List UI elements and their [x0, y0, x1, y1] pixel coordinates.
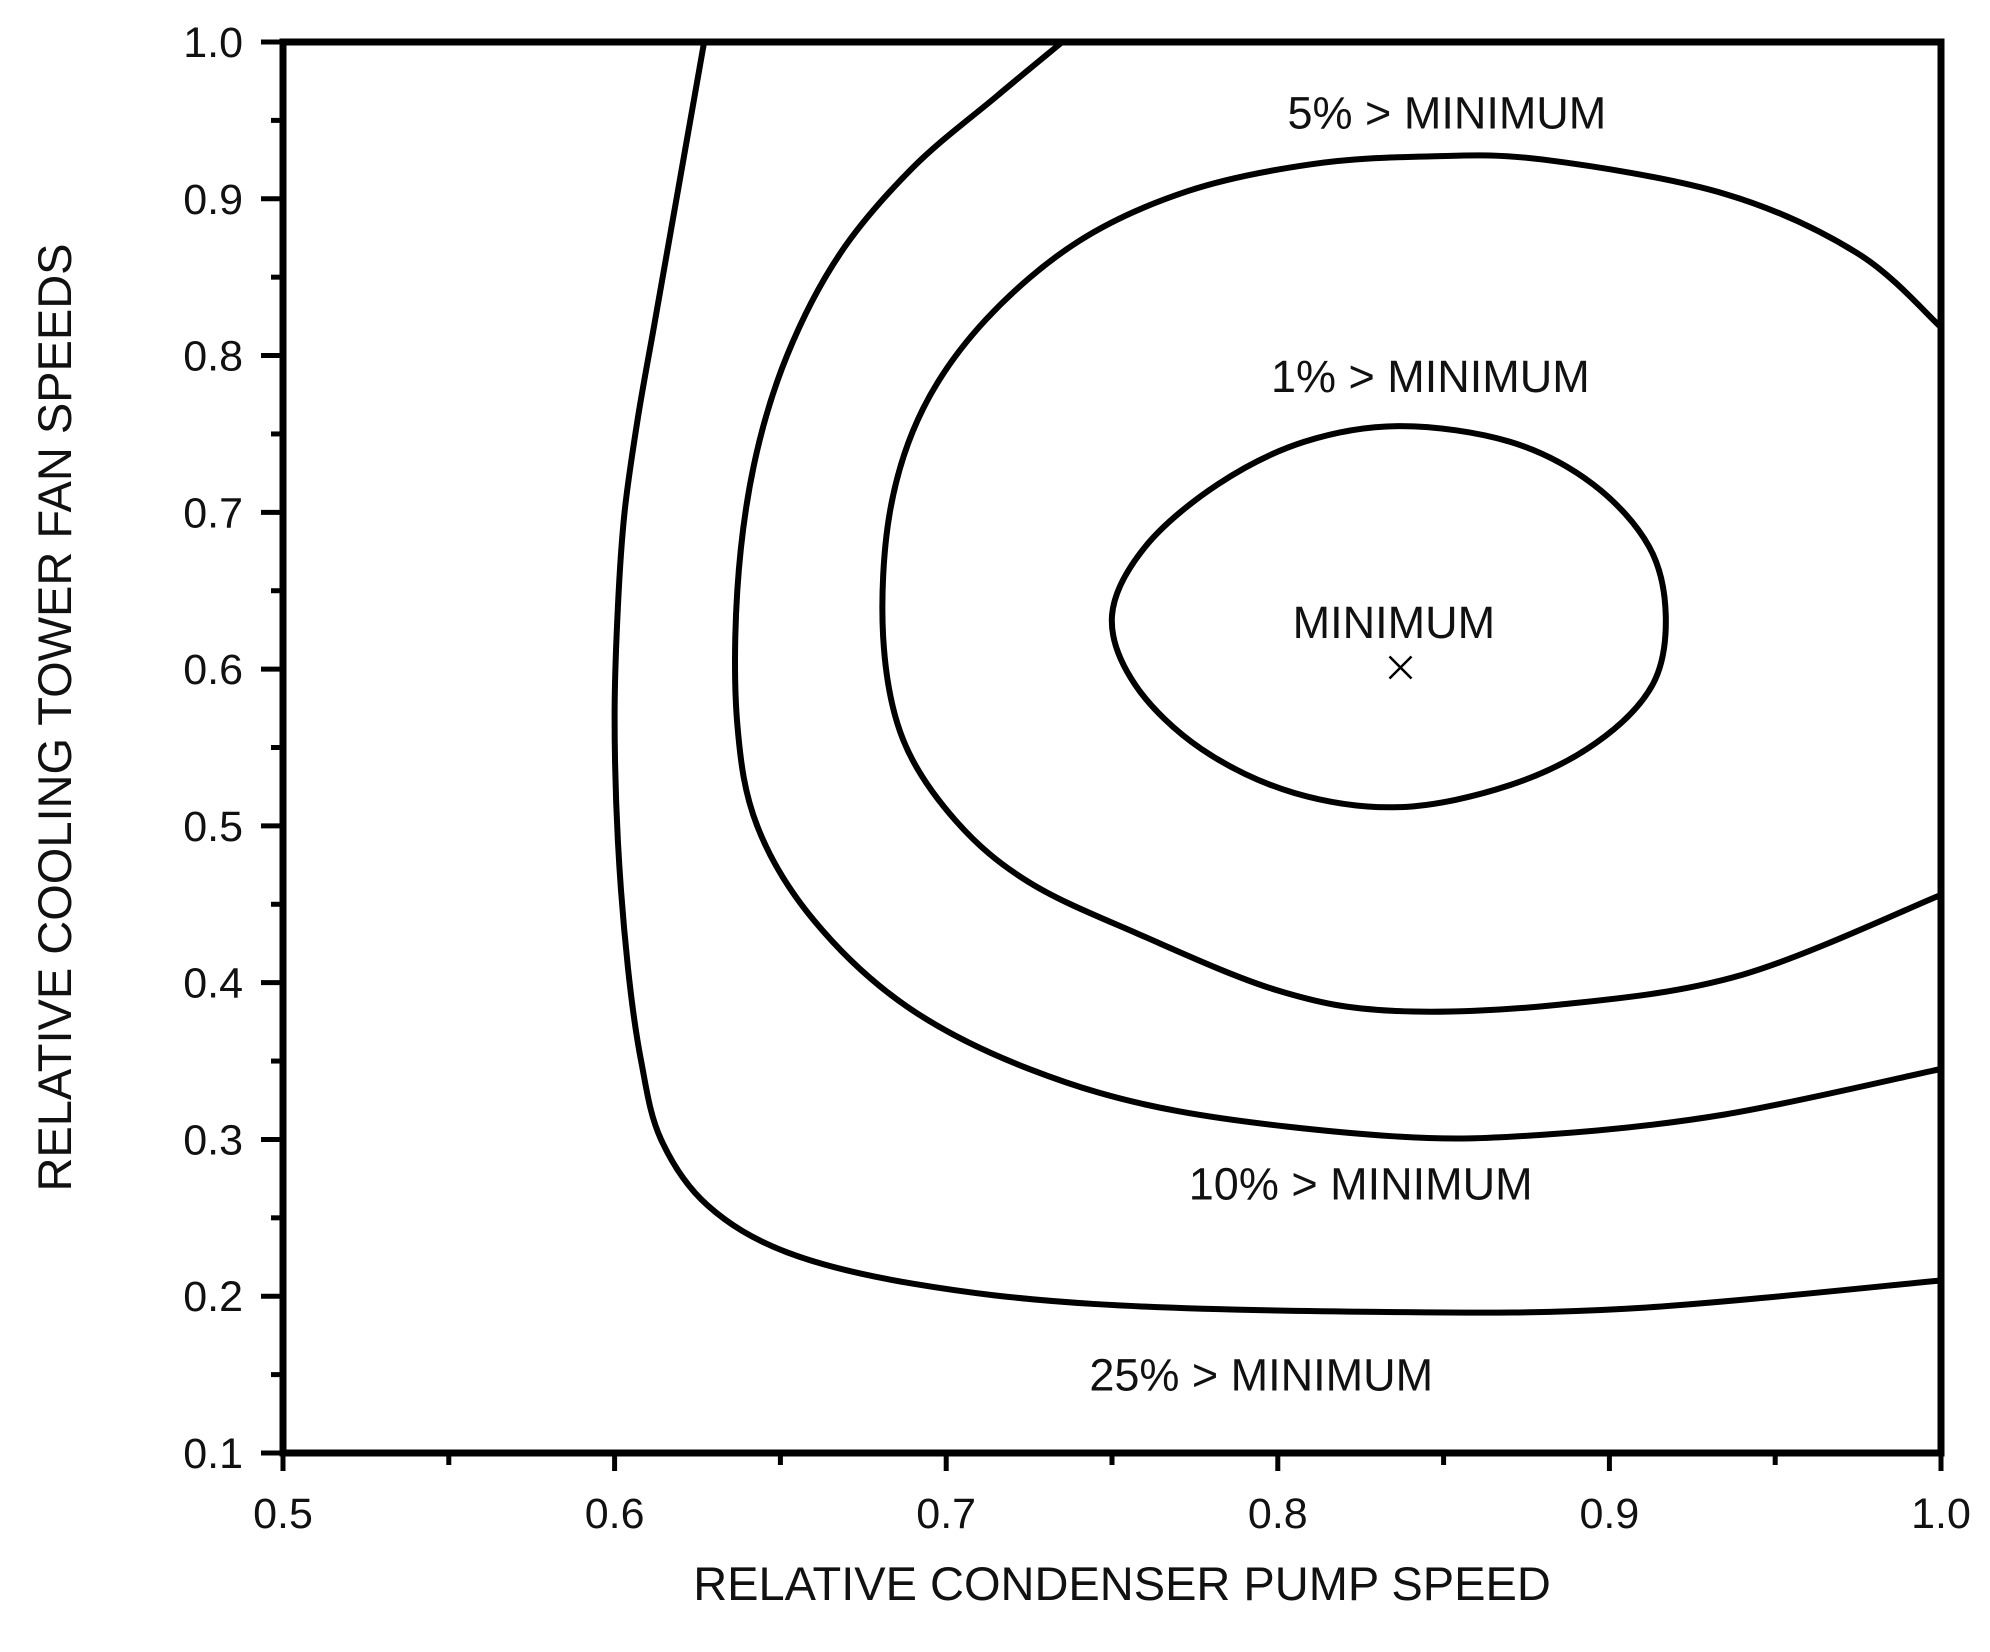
y-tick-label: 1.0 [183, 19, 243, 67]
contour-label: 5% > MINIMUM [1288, 88, 1607, 139]
y-tick-label: 0.2 [183, 1273, 243, 1321]
y-tick-label: 0.3 [183, 1116, 243, 1164]
x-tick-label: 0.5 [253, 1490, 313, 1538]
contour-labels: 5% > MINIMUM 1% > MINIMUM MINIMUM 10% > MIN… [1089, 88, 1606, 1401]
x-axis-title: RELATIVE CONDENSER PUMP SPEED [693, 1557, 1551, 1610]
minimum-marker [1388, 655, 1413, 680]
y-tick-label: 0.6 [183, 646, 243, 694]
contour-line-25-minimum [611, 39, 1944, 1316]
x-tick-label: 0.8 [1248, 1490, 1308, 1538]
x-tick-label: 1.0 [1911, 1490, 1971, 1538]
contour-line-10-minimum [732, 39, 1944, 1142]
minimum-marker-stroke [1388, 655, 1413, 680]
contour-lines [611, 39, 1944, 1316]
axis-ticks [261, 39, 1944, 1471]
x-tick-label: 0.6 [585, 1490, 645, 1538]
y-tick-label: 0.9 [183, 176, 243, 224]
contour-line-5-minimum [879, 152, 1944, 1015]
y-tick-label: 0.4 [183, 960, 243, 1008]
x-tick-label: 0.9 [1580, 1490, 1640, 1538]
minimum-label: MINIMUM [1293, 597, 1495, 648]
contour-label: 1% > MINIMUM [1271, 351, 1590, 402]
y-tick-label: 0.8 [183, 333, 243, 381]
y-tick-label: 0.5 [183, 803, 243, 851]
axis-tick-labels: 0.5 0.6 0.7 0.8 0.9 1.0 0.1 0.2 0.3 0.4 0.5 0.6 0.7 0… [183, 19, 1971, 1538]
contour-label: 25% > MINIMUM [1089, 1350, 1433, 1401]
contour-line-1-minimum [1108, 423, 1669, 811]
contour-label: 10% > MINIMUM [1189, 1158, 1533, 1209]
y-axis-title: RELATIVE COOLING TOWER FAN SPEEDS [28, 243, 81, 1191]
plot-frame [279, 38, 1945, 1457]
x-tick-label: 0.7 [916, 1490, 976, 1538]
y-tick-label: 0.7 [183, 489, 243, 537]
y-tick-label: 0.1 [183, 1430, 243, 1478]
